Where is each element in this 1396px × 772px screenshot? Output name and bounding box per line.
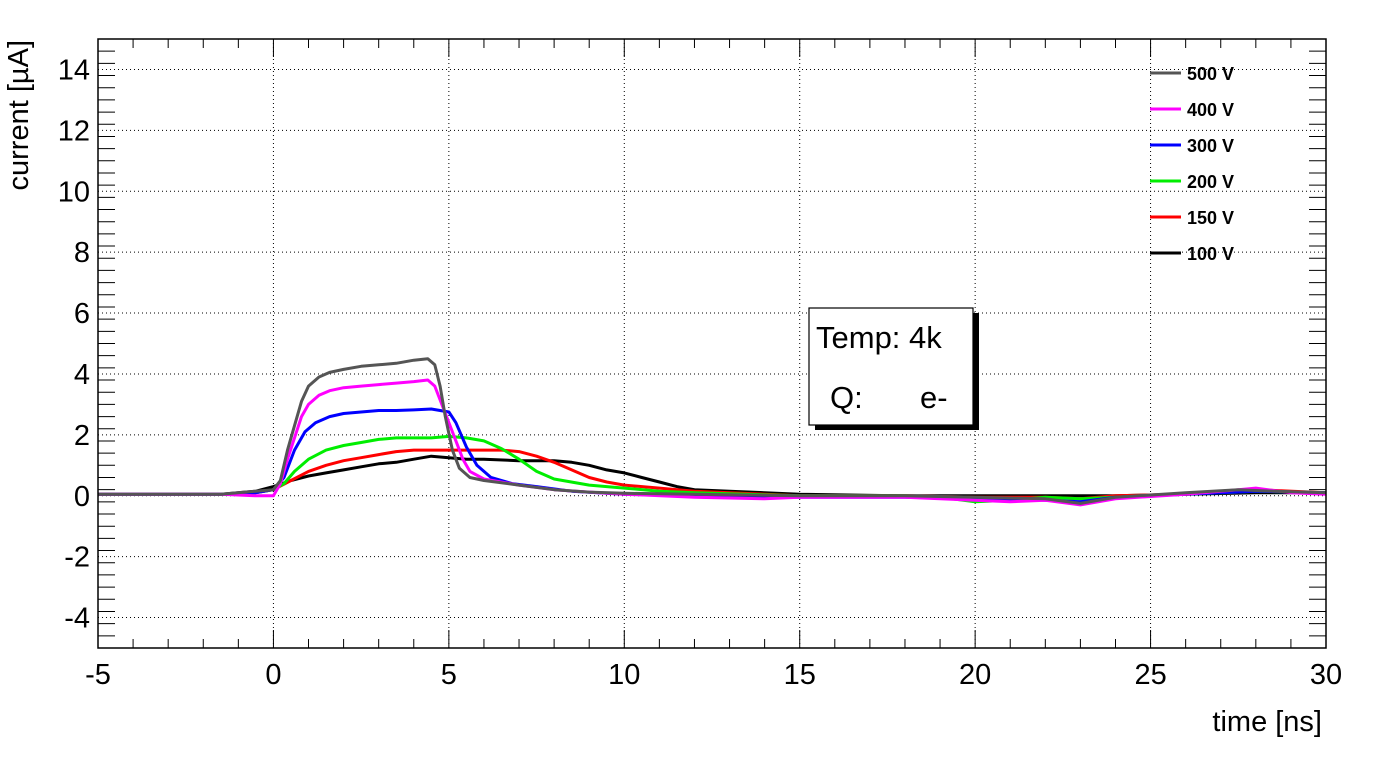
legend-label-100-v: 100 V xyxy=(1187,244,1234,264)
y-tick-label: 2 xyxy=(74,420,90,452)
y-tick-label: 6 xyxy=(74,298,90,330)
x-tick-label: 15 xyxy=(784,659,816,691)
y-tick-label: 8 xyxy=(74,237,90,269)
legend-label-300-v: 300 V xyxy=(1187,136,1234,156)
annotation-panel xyxy=(808,307,974,426)
x-tick-label: 25 xyxy=(1134,659,1166,691)
y-tick-label: 12 xyxy=(58,115,90,147)
x-tick-label: 20 xyxy=(959,659,991,691)
x-tick-label: 30 xyxy=(1310,659,1342,691)
y-tick-label: 10 xyxy=(58,176,90,208)
y-tick-label: -2 xyxy=(64,542,90,574)
y-tick-labels: -4 -2 0 2 4 6 8 10 12 14 xyxy=(58,54,90,634)
y-tick-label: 0 xyxy=(74,481,90,513)
y-tick-label: -4 xyxy=(64,603,90,635)
y-tick-label: 14 xyxy=(58,54,90,86)
y-tick-label: 4 xyxy=(74,359,90,391)
x-tick-label: -5 xyxy=(85,659,111,691)
y-axis-label: current [µA] xyxy=(3,40,35,190)
annotation-box: Temp: 4k Q: e- xyxy=(808,307,979,430)
series-traces xyxy=(98,357,1327,507)
x-tick-label: 0 xyxy=(265,659,281,691)
axis-ticks xyxy=(97,38,1327,649)
legend: 500 V 400 V 300 V 200 V 150 V 100 V xyxy=(1150,64,1234,264)
legend-label-400-v: 400 V xyxy=(1187,100,1234,120)
series-line-500-v xyxy=(98,357,1327,505)
x-tick-label: 5 xyxy=(441,659,457,691)
x-tick-label: 10 xyxy=(608,659,640,691)
annotation-charge-label: Q: xyxy=(830,380,863,415)
legend-label-200-v: 200 V xyxy=(1187,172,1234,192)
x-tick-labels: -5 0 5 10 15 20 25 30 xyxy=(85,659,1342,691)
legend-label-500-v: 500 V xyxy=(1187,64,1234,84)
annotation-charge-value: e- xyxy=(920,380,948,415)
x-axis-label: time [ns] xyxy=(1212,706,1322,738)
legend-label-150-v: 150 V xyxy=(1187,208,1234,228)
annotation-temp: Temp: 4k xyxy=(816,320,942,355)
